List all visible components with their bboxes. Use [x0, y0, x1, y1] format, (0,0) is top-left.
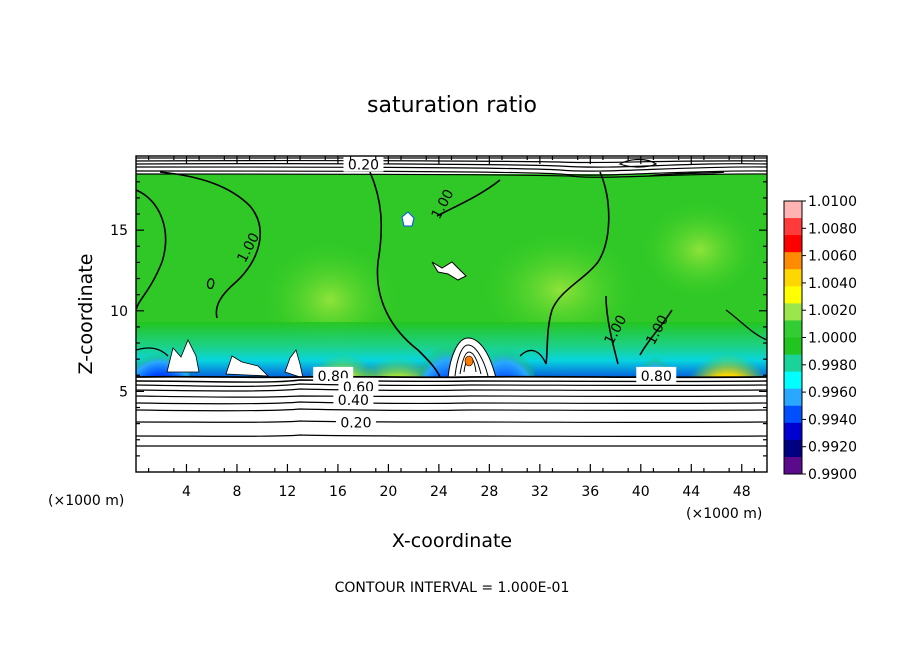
contour-label-bg [338, 378, 379, 395]
mound-26-core [464, 355, 474, 367]
colorbar-swatch [784, 337, 802, 356]
chart-title: saturation ratio [367, 93, 537, 118]
contours-top [136, 156, 767, 178]
x-tick-label: 20 [379, 484, 397, 500]
colorbar-label: 1.0080 [808, 221, 857, 237]
colorbar-swatch [784, 388, 802, 407]
contours-one [136, 171, 725, 378]
colorbar-label: 1.0020 [808, 303, 857, 319]
colorbar-swatch [784, 439, 802, 458]
contour-label-bg [335, 413, 376, 430]
field-light-patch-3 [640, 200, 760, 300]
x-unit-left: (×1000 m) [48, 493, 124, 509]
x-tick-label: 36 [581, 484, 599, 500]
colorbar-swatch [784, 371, 802, 390]
y-tick-label: 10 [110, 304, 128, 320]
colorbar-swatch [784, 235, 802, 253]
x-tick-label: 32 [531, 484, 549, 500]
colorbar-swatch [784, 456, 802, 475]
x-tick-label: 28 [480, 484, 498, 500]
colorbar: 1.0100 1.0080 1.0060 1.0040 1.0020 1.0000 0.99… [784, 194, 857, 483]
x-tick-label: 44 [682, 484, 700, 500]
contour-label-text: 0.20 [348, 158, 379, 174]
contour-label: 0.80 [636, 366, 677, 385]
cloud-blob-6 [166, 339, 200, 373]
colorbar-label: 0.9980 [808, 358, 857, 374]
colorbar-label: 1.0100 [808, 194, 857, 210]
colorbar-swatch [784, 320, 802, 338]
colorbar-swatch [784, 354, 802, 373]
y-axis-label: Z-coordinate [75, 254, 97, 375]
colorbar-label: 1.0060 [808, 249, 857, 265]
contours-one-extra [136, 278, 767, 365]
colorbar-swatch [784, 218, 802, 236]
colorbar-label: 1.0040 [808, 276, 857, 292]
x-tick-label: 24 [430, 484, 448, 500]
cloud-blob-13km [431, 261, 467, 281]
contours-low [136, 375, 767, 447]
colorbar-swatch [784, 405, 802, 424]
contour-label-bg [343, 156, 384, 172]
contour-label-text: 0.80 [641, 369, 672, 385]
colorbar-label: 0.9940 [808, 412, 857, 428]
x-tick-label: 8 [232, 484, 241, 500]
contour-interval-note: CONTOUR INTERVAL = 1.000E-01 [335, 580, 570, 596]
contour-label-bg [636, 366, 677, 383]
y-tick-label: 5 [119, 384, 128, 400]
cloud-blob-8 [225, 355, 270, 377]
saturation-field: 1.001.001.001.000.800.600.400.200.800.80… [136, 156, 767, 472]
x-axis-label: X-coordinate [392, 530, 512, 552]
axis-ticks [136, 156, 767, 472]
colorbar-label: 1.0000 [808, 331, 857, 347]
contour-label: 0.20 [335, 413, 376, 432]
colorbar-label: 0.9960 [808, 385, 857, 401]
contour-label-text: 0.20 [340, 416, 371, 432]
colorbar-label: 0.9900 [808, 467, 857, 483]
colorbar-swatch [784, 269, 802, 287]
colorbar-swatch [784, 303, 802, 321]
colorbar-label: 0.9920 [808, 440, 857, 456]
colorbar-swatch [784, 422, 802, 441]
contour-label-text: 0.40 [338, 393, 369, 409]
x-tick-label: 4 [182, 484, 191, 500]
x-unit-right: (×1000 m) [686, 506, 762, 522]
contour-label: 0.40 [333, 391, 374, 409]
y-tick-label: 15 [110, 223, 128, 239]
cloud-blob-17km [401, 211, 415, 227]
contour-label: 0.20 [343, 156, 384, 174]
colorbar-swatch [784, 252, 802, 270]
colorbar-frame [783, 200, 803, 475]
lower-dry-layer [136, 377, 767, 472]
colorbar-swatch [784, 286, 802, 304]
x-tick-label: 48 [733, 484, 751, 500]
colorbar-swatch [784, 201, 802, 219]
x-tick-label: 40 [632, 484, 650, 500]
contour-label-bg [333, 391, 374, 408]
x-tick-label: 12 [279, 484, 297, 500]
x-tick-label: 16 [329, 484, 347, 500]
